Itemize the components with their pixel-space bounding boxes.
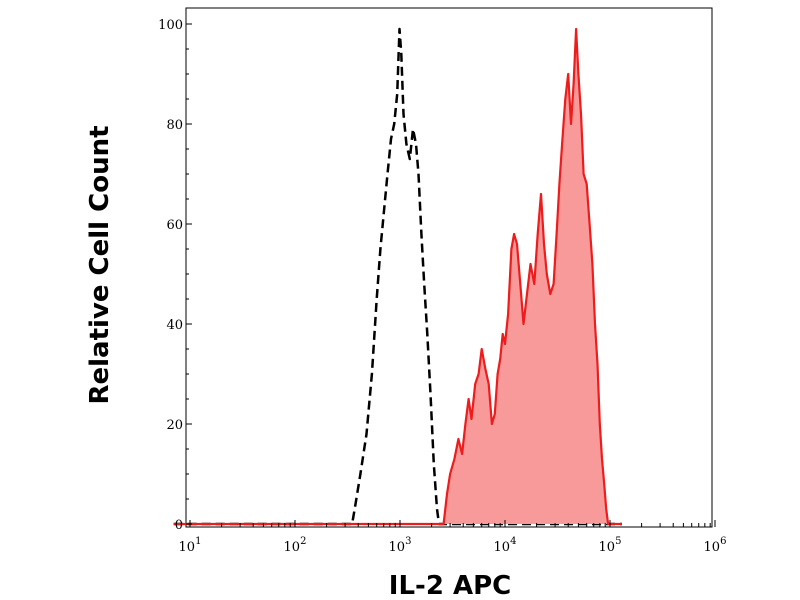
series-line-0 bbox=[173, 27, 622, 526]
series-fill-1 bbox=[173, 29, 622, 524]
x-tick-label-1: 102 bbox=[284, 536, 307, 555]
x-tick-label-3: 104 bbox=[494, 536, 517, 555]
plot-area bbox=[173, 7, 713, 528]
y-tick-label-4: 80 bbox=[166, 118, 183, 133]
x-axis-ticks: 101 102 103 104 105 106 bbox=[179, 520, 727, 555]
y-axis-title: Relative Cell Count bbox=[85, 125, 115, 404]
y-tick-label-2: 40 bbox=[166, 318, 183, 333]
x-tick-label-4: 105 bbox=[599, 536, 622, 555]
y-axis-ticks: 0 20 40 60 80 100 bbox=[158, 18, 192, 533]
series-line-1 bbox=[173, 27, 622, 526]
x-tick-label-2: 103 bbox=[389, 536, 412, 555]
plot-frame bbox=[185, 7, 713, 528]
y-tick-label-1: 20 bbox=[166, 418, 183, 433]
x-axis-title: IL-2 APC bbox=[389, 571, 511, 600]
y-tick-label-3: 60 bbox=[166, 218, 183, 233]
y-tick-label-5: 100 bbox=[158, 18, 183, 33]
y-tick-label-0: 0 bbox=[175, 518, 183, 533]
x-tick-label-0: 101 bbox=[179, 536, 202, 555]
x-tick-label-5: 106 bbox=[704, 536, 727, 555]
